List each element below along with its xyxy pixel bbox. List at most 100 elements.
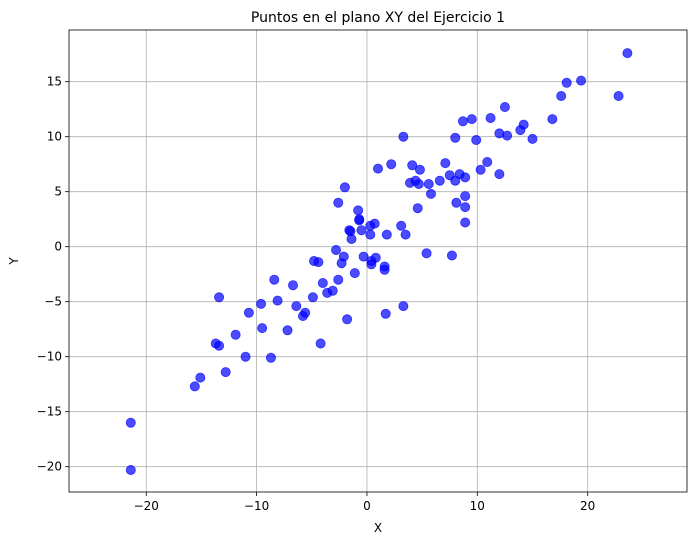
y-axis-label: Y [7, 257, 21, 266]
y-tick-label: 10 [47, 130, 62, 144]
data-point [386, 159, 397, 170]
data-point [460, 217, 471, 228]
y-tick-label: −15 [37, 405, 62, 419]
data-point [379, 264, 390, 275]
data-point [282, 325, 293, 336]
data-point [518, 119, 529, 130]
data-point [451, 197, 462, 208]
data-point [230, 329, 241, 340]
data-point [613, 91, 624, 102]
data-point [460, 191, 471, 202]
y-tick-label: 15 [47, 75, 62, 89]
data-point [370, 252, 381, 263]
data-point [338, 251, 349, 262]
data-point [358, 251, 369, 262]
y-tick-label: −5 [44, 295, 62, 309]
data-point [214, 292, 225, 303]
x-axis-label: X [374, 521, 382, 535]
data-point [460, 172, 471, 183]
data-point [291, 301, 302, 312]
y-tick-label: −10 [37, 350, 62, 364]
data-point [307, 292, 318, 303]
data-point [482, 156, 493, 167]
data-point [413, 178, 424, 189]
data-point [561, 77, 572, 88]
data-point [440, 158, 451, 169]
data-point [240, 351, 251, 362]
data-point [556, 91, 567, 102]
data-point [381, 229, 392, 240]
data-point [365, 229, 376, 240]
data-points [125, 48, 633, 475]
data-point [499, 102, 510, 113]
y-tick-label: −20 [37, 460, 62, 474]
data-point [460, 202, 471, 213]
data-point [300, 307, 311, 318]
data-point [527, 133, 538, 144]
data-point [317, 277, 328, 288]
data-point [400, 229, 411, 240]
data-point [622, 48, 633, 59]
data-point [485, 113, 496, 124]
data-point [333, 197, 344, 208]
plot-area-frame [68, 29, 688, 493]
data-point [189, 381, 200, 392]
data-point [407, 160, 418, 171]
data-point [333, 274, 344, 285]
data-point [265, 352, 276, 363]
data-point [466, 114, 477, 125]
data-point [457, 116, 468, 127]
data-point [356, 225, 367, 236]
data-point [576, 75, 587, 86]
data-point [214, 340, 225, 351]
data-point [425, 188, 436, 199]
x-tick-label: 0 [363, 499, 371, 513]
data-point [398, 301, 409, 312]
data-point [354, 214, 365, 225]
data-point [502, 130, 513, 141]
data-point [446, 250, 457, 261]
data-point [243, 307, 254, 318]
data-point [372, 163, 383, 174]
data-point [220, 367, 231, 378]
chart-title: Puntos en el plano XY del Ejercicio 1 [251, 10, 505, 26]
x-axis-ticks: −20 −10 0 10 20 [134, 492, 595, 513]
x-tick-label: −10 [244, 499, 269, 513]
y-tick-label: 0 [54, 240, 62, 254]
data-point [346, 233, 357, 244]
x-tick-label: 20 [580, 499, 595, 513]
data-point [315, 338, 326, 349]
data-point [125, 464, 136, 475]
data-point [414, 164, 425, 175]
data-point [313, 257, 324, 268]
data-point [342, 314, 353, 325]
data-point [396, 220, 407, 231]
data-point [412, 203, 423, 214]
data-point [369, 218, 380, 229]
y-axis-ticks: −20 −15 −10 −5 0 5 10 15 [37, 75, 69, 474]
data-point [339, 182, 350, 193]
x-tick-label: 10 [470, 499, 485, 513]
data-point [547, 114, 558, 125]
data-point [450, 132, 461, 143]
data-point [349, 268, 360, 279]
y-tick-label: 5 [54, 185, 62, 199]
x-tick-label: −20 [134, 499, 159, 513]
data-point [380, 308, 391, 319]
data-point [256, 298, 267, 309]
data-point [195, 372, 206, 383]
data-point [423, 178, 434, 189]
data-point [398, 131, 409, 142]
data-point [272, 295, 283, 306]
data-point [421, 248, 432, 259]
data-point [471, 134, 482, 145]
data-point [125, 417, 136, 428]
data-point [353, 205, 364, 216]
data-point [288, 280, 299, 291]
data-point [475, 164, 486, 175]
data-point [257, 323, 268, 334]
data-point [269, 274, 280, 285]
data-point [434, 175, 445, 186]
